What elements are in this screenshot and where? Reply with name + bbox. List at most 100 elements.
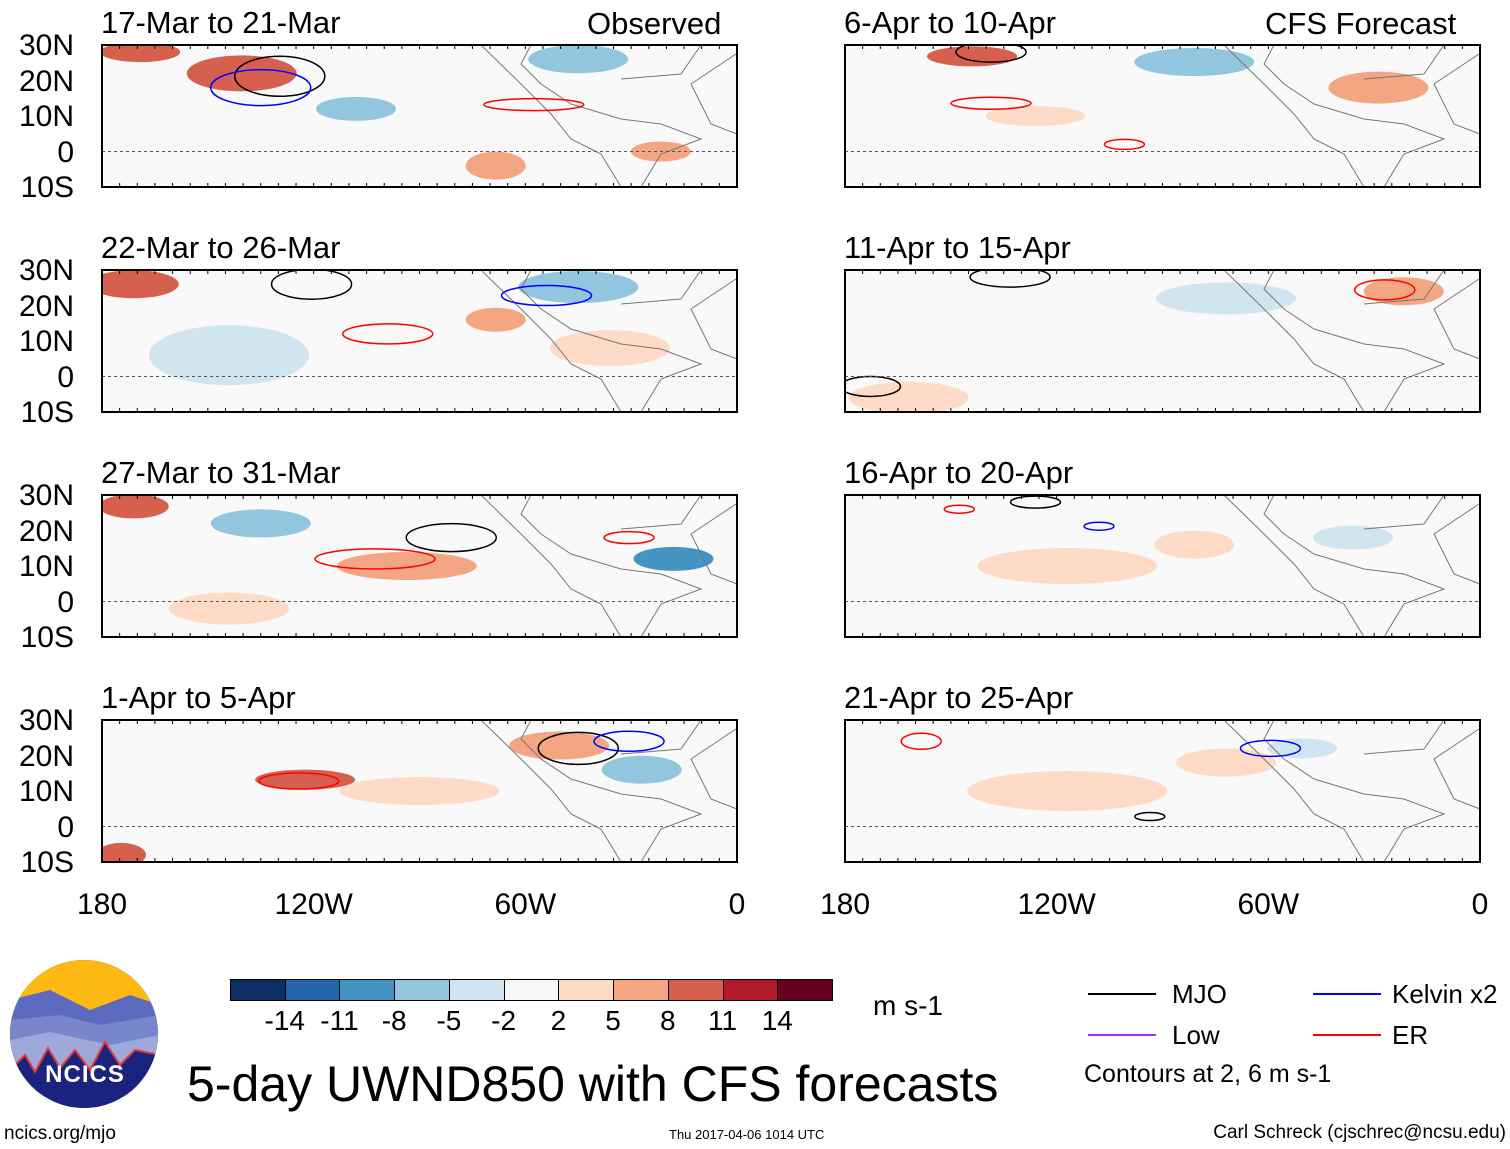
anomaly-map xyxy=(101,494,738,638)
lat-label: 10S xyxy=(20,171,74,204)
colorbar-swatch xyxy=(448,979,505,1001)
anomaly-map xyxy=(844,269,1481,413)
figure-title: 5-day UWND850 with CFS forecasts xyxy=(187,1056,999,1112)
wind-anomaly-shading xyxy=(1363,277,1444,306)
wave-contour xyxy=(1103,138,1146,151)
legend-mjo-label: MJO xyxy=(1172,979,1227,1009)
wave-contour xyxy=(537,731,619,766)
wave-contour xyxy=(483,97,585,112)
lat-label: 0 xyxy=(57,585,74,619)
wave-contour xyxy=(955,44,1027,63)
lat-label: 20N xyxy=(18,289,74,323)
wind-anomaly-shading xyxy=(550,330,670,367)
lat-label: 30N xyxy=(18,479,74,512)
anomaly-map xyxy=(101,269,738,413)
wind-anomaly-shading xyxy=(1134,48,1255,77)
legend-note: Contours at 2, 6 m s-1 xyxy=(1084,1060,1332,1088)
colorbar-swatch xyxy=(339,979,396,1001)
site-link[interactable]: ncics.org/mjo xyxy=(4,1123,116,1144)
lon-label: 60W xyxy=(1237,888,1300,921)
wind-anomaly-shading xyxy=(101,842,147,863)
colorbar-label: 8 xyxy=(660,1005,676,1036)
wave-contour xyxy=(1134,811,1166,822)
colorbar-swatch xyxy=(284,979,341,1001)
lon-label: 120W xyxy=(274,888,353,921)
panel-title: 21-Apr to 25-Apr xyxy=(844,680,1074,715)
panel-title: 17-Mar to 21-Mar xyxy=(101,5,341,40)
panel-title: 22-Mar to 26-Mar xyxy=(101,230,341,265)
lat-label: 10N xyxy=(18,325,74,358)
wave-contour xyxy=(950,96,1032,110)
colorbar-label: -5 xyxy=(436,1005,462,1036)
colorbar-units: m s-1 xyxy=(873,990,943,1021)
wind-anomaly-shading xyxy=(465,151,526,180)
wind-anomaly-shading xyxy=(101,44,181,63)
lat-label: 0 xyxy=(57,135,74,169)
lon-label: 0 xyxy=(1471,888,1489,921)
colorbar-label: 11 xyxy=(707,1005,738,1036)
lon-label: 180 xyxy=(819,888,871,921)
wave-contour xyxy=(1009,495,1062,509)
coastline xyxy=(480,269,738,413)
wave-contour xyxy=(405,522,497,553)
wind-anomaly-shading xyxy=(210,509,311,538)
wind-anomaly-shading xyxy=(149,325,309,386)
lat-label: 10N xyxy=(18,550,74,583)
wind-anomaly-shading xyxy=(927,46,1017,67)
wind-anomaly-shading xyxy=(1176,748,1276,777)
wave-contour xyxy=(603,530,655,545)
lat-label: 20N xyxy=(18,739,74,773)
panel-title: 1-Apr to 5-Apr xyxy=(101,680,296,715)
wind-anomaly-shading xyxy=(601,755,682,784)
colorbar-label: -11 xyxy=(320,1005,359,1036)
coastline xyxy=(480,719,738,863)
wind-anomaly-shading xyxy=(101,270,179,299)
lat-label: 10N xyxy=(18,100,74,133)
colorbar-swatch xyxy=(558,979,615,1001)
author-credit: Carl Schreck (cjschrec@ncsu.edu) xyxy=(1213,1122,1506,1143)
coastline xyxy=(1223,719,1481,863)
colorbar-label: 5 xyxy=(605,1005,621,1036)
wind-anomaly-shading xyxy=(1154,530,1235,559)
lat-label: 30N xyxy=(18,254,74,287)
observed-label: Observed xyxy=(587,6,722,41)
colorbar-label: -2 xyxy=(491,1005,517,1036)
cfs-forecast-label: CFS Forecast xyxy=(1265,6,1457,41)
timestamp: Thu 2017-04-06 1014 UTC xyxy=(669,1127,825,1142)
wind-anomaly-shading xyxy=(336,552,477,580)
legend-mjo-line xyxy=(1088,993,1156,995)
anomaly-map xyxy=(844,719,1481,863)
lat-label: 10N xyxy=(18,775,74,808)
wind-anomaly-shading xyxy=(186,55,297,92)
lat-label: 10S xyxy=(20,846,74,879)
wind-anomaly-shading xyxy=(848,381,969,413)
anomaly-map xyxy=(101,44,738,188)
legend-kelvin-label: Kelvin x2 xyxy=(1392,979,1498,1009)
legend-er-line xyxy=(1313,1034,1381,1036)
anomaly-map xyxy=(844,44,1481,188)
wave-contour xyxy=(1239,739,1302,758)
legend-kelvin-line xyxy=(1313,993,1381,995)
wind-anomaly-shading xyxy=(465,307,526,332)
coastline xyxy=(1223,494,1481,638)
coastline xyxy=(1223,269,1481,413)
colorbar-label: -8 xyxy=(381,1005,407,1036)
wind-anomaly-shading xyxy=(339,777,500,805)
lon-label: 120W xyxy=(1017,888,1096,921)
wave-contour xyxy=(314,548,436,570)
panel-title: 27-Mar to 31-Mar xyxy=(101,455,341,490)
wave-contour xyxy=(969,269,1051,288)
panel-title: 11-Apr to 15-Apr xyxy=(844,230,1071,265)
coastline xyxy=(1223,44,1481,188)
anomaly-map xyxy=(101,719,738,863)
wind-anomaly-shading xyxy=(518,271,639,304)
colorbar-swatch xyxy=(613,979,669,1001)
wind-anomaly-shading xyxy=(1328,71,1429,104)
legend-er-label: ER xyxy=(1392,1020,1429,1050)
lon-label: 60W xyxy=(494,888,557,921)
wave-contour xyxy=(1354,279,1416,301)
lat-label: 0 xyxy=(57,810,74,844)
panel-title: 16-Apr to 20-Apr xyxy=(844,455,1074,490)
lat-label: 10S xyxy=(20,621,74,654)
colorbar-swatch xyxy=(230,979,286,1001)
